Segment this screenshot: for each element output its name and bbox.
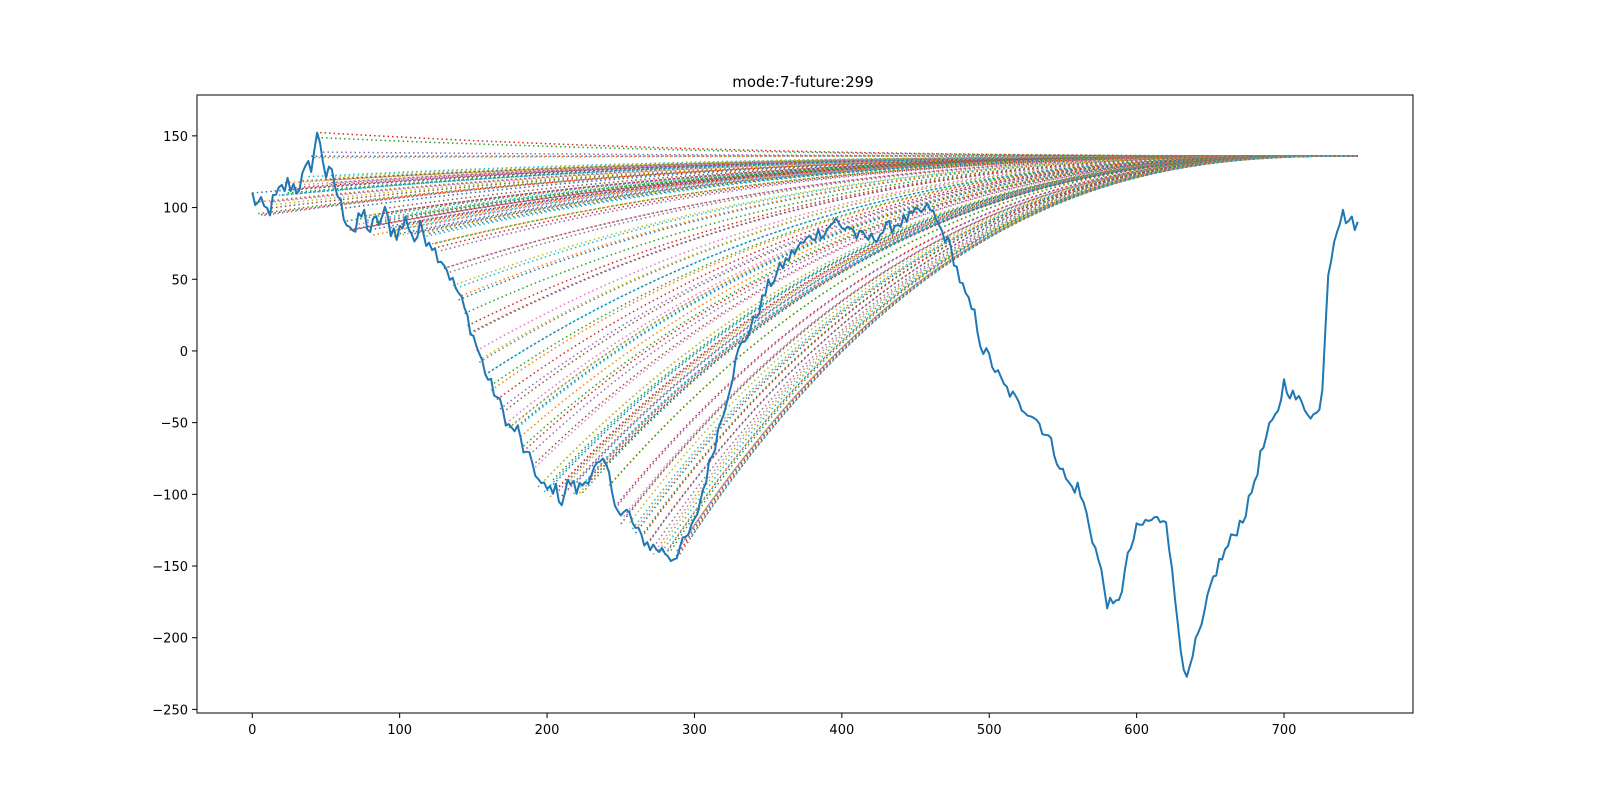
x-tick-label: 500 [977,723,1002,738]
y-tick-label: −150 [152,560,188,575]
x-tick-label: 700 [1272,723,1297,738]
x-tick-label: 0 [248,723,256,738]
chart-title: mode:7-future:299 [732,73,873,91]
y-tick-label: −50 [161,417,188,432]
x-tick-label: 200 [535,723,560,738]
y-tick-label: −250 [152,703,188,718]
x-tick-label: 100 [387,723,412,738]
x-tick-label: 300 [682,723,707,738]
y-tick-label: 50 [171,273,188,288]
y-tick-label: 150 [163,130,188,145]
y-tick-label: 0 [180,345,188,360]
x-tick-label: 600 [1124,723,1149,738]
y-tick-label: −100 [152,488,188,503]
y-tick-label: −200 [152,632,188,647]
y-tick-label: 100 [163,202,188,217]
x-tick-label: 400 [829,723,854,738]
